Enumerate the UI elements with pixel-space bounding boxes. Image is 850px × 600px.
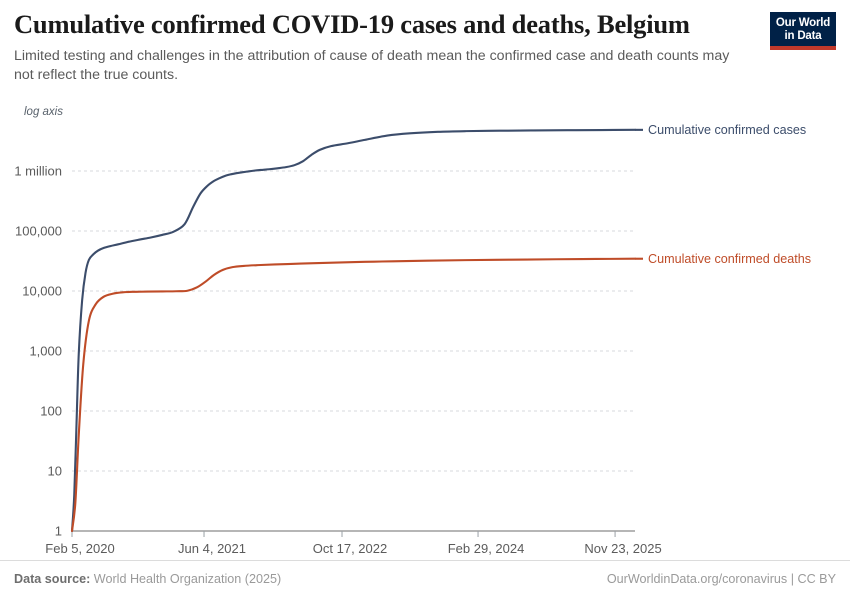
logo-line-1: Our World xyxy=(775,17,831,29)
x-axis-tick-label: Nov 23, 2025 xyxy=(584,541,661,556)
y-axis-tick-label: 10,000 xyxy=(22,284,62,299)
data-source: Data source: World Health Organization (… xyxy=(14,572,281,586)
y-axis-tick-label: 100,000 xyxy=(15,224,62,239)
series-label-cases[interactable]: Cumulative confirmed cases xyxy=(648,123,806,137)
log-axis-note: log axis xyxy=(24,106,63,118)
series-label-deaths[interactable]: Cumulative confirmed deaths xyxy=(648,252,811,266)
attribution-link[interactable]: OurWorldinData.org/coronavirus | CC BY xyxy=(606,572,836,586)
data-source-label: Data source: xyxy=(14,572,91,586)
chart-footer: Data source: World Health Organization (… xyxy=(0,560,850,600)
series-line-deaths[interactable] xyxy=(70,257,637,533)
x-axis-tick-label: Feb 5, 2020 xyxy=(45,541,114,556)
y-axis-tick-label: 100 xyxy=(40,404,62,419)
x-axis-tick-label: Feb 29, 2024 xyxy=(448,541,525,556)
chart-header: Cumulative confirmed COVID-19 cases and … xyxy=(14,9,774,85)
x-axis-tick-label: Jun 4, 2021 xyxy=(178,541,246,556)
chart-area: log axis 1 10 100 1,000 10,000 100,000 1 millio… xyxy=(0,96,850,556)
page-title: Cumulative confirmed COVID-19 cases and … xyxy=(14,9,690,39)
logo-line-2: in Data xyxy=(784,29,822,42)
data-source-value: World Health Organization (2025) xyxy=(93,572,282,586)
y-axis-tick-label: 10 xyxy=(48,464,62,479)
line-chart-svg[interactable]: log axis 1 10 100 1,000 10,000 100,000 1 millio… xyxy=(0,96,850,556)
chart-subtitle: Limited testing and challenges in the at… xyxy=(14,47,730,83)
our-world-in-data-logo[interactable]: Our World in Data xyxy=(770,12,836,50)
x-axis-tick-label: Oct 17, 2022 xyxy=(313,541,387,556)
y-axis-tick-label: 1,000 xyxy=(29,344,62,359)
y-axis-tick-label: 1 xyxy=(55,524,62,539)
series-line-cases[interactable] xyxy=(70,128,637,533)
y-axis-tick-label: 1 million xyxy=(14,164,62,179)
